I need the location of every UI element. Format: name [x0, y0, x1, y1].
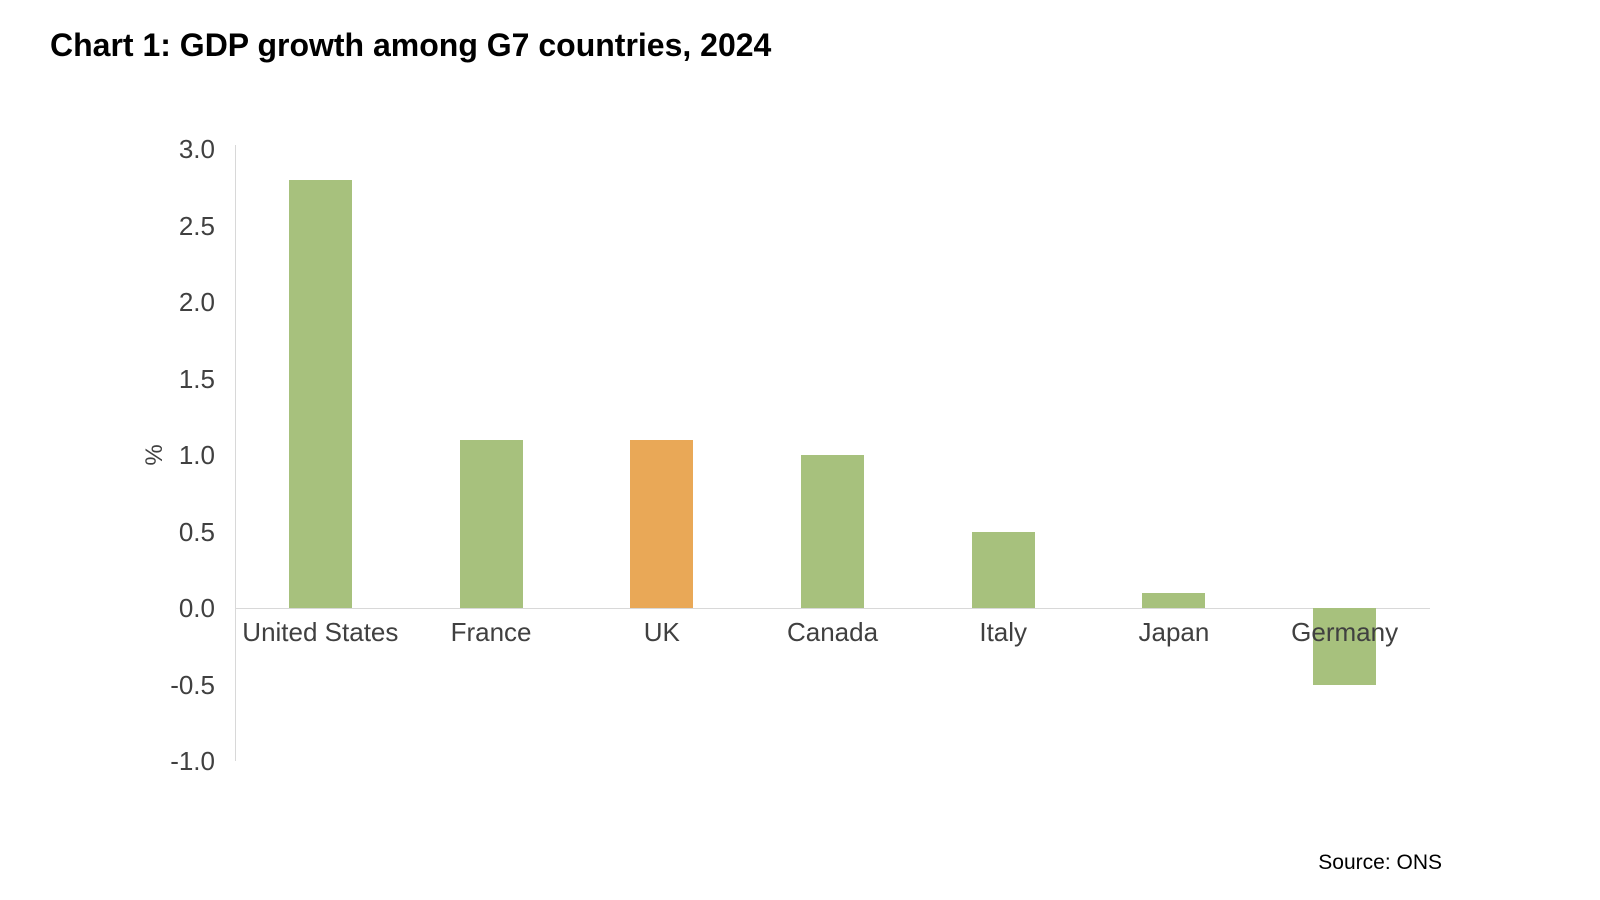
bar-canada: [801, 455, 864, 608]
y-tick-label: 0.0: [178, 593, 215, 623]
x-category-label-uk: UK: [643, 617, 680, 647]
y-tick-label: 2.5: [178, 210, 215, 241]
y-tick-label: 1.0: [178, 440, 215, 470]
bar-germany: [1313, 608, 1377, 685]
y-tick-label: 0.5: [178, 516, 215, 547]
bar-italy: [971, 531, 1035, 608]
y-tick-label: 2.0: [178, 287, 215, 317]
x-axis-zero-line: [235, 608, 1430, 609]
bar-united-states: [288, 179, 352, 608]
x-category-label-italy: Italy: [979, 617, 1028, 647]
y-tick-label: 3.0: [178, 134, 215, 164]
source-note: Source: ONS: [1318, 851, 1442, 874]
y-axis-line: [235, 145, 236, 761]
bar-uk: [630, 439, 694, 608]
x-category-label-germany: Germany: [1291, 617, 1399, 647]
plot-area: [235, 145, 1430, 761]
chart-title: Chart 1: GDP growth among G7 countries, …: [50, 27, 772, 63]
x-category-label-japan: Japan: [1138, 617, 1210, 647]
bar-japan: [1142, 592, 1206, 608]
y-tick-label: -0.5: [170, 669, 215, 700]
y-tick-label: -1.0: [170, 746, 215, 776]
y-tick-label: 1.5: [178, 363, 215, 394]
x-category-label-france: France: [450, 617, 532, 647]
x-category-label-canada: Canada: [786, 617, 879, 647]
bar-france: [459, 439, 523, 608]
x-category-label-united-states: United States: [242, 617, 399, 647]
